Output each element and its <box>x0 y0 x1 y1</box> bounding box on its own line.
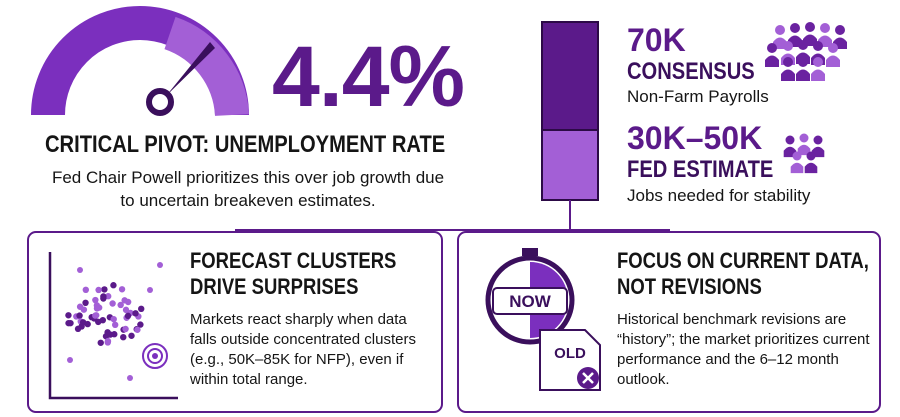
icon-shape <box>92 296 99 304</box>
icon-shape <box>798 57 808 67</box>
icon-shape <box>767 43 777 53</box>
card-text: Historical benchmark revisions are “hist… <box>617 311 870 388</box>
icon-shape <box>99 316 107 324</box>
unemployment-value: 4.4% <box>272 29 465 125</box>
icon-shape <box>828 43 838 53</box>
icon-shape <box>111 321 119 329</box>
icon-shape <box>792 151 802 161</box>
icon-shape <box>835 25 845 35</box>
icon-shape <box>127 375 133 381</box>
icon-shape <box>790 23 800 33</box>
icon-shape <box>104 329 111 336</box>
icon-shape <box>97 339 104 346</box>
icon-shape <box>804 162 818 174</box>
icon-shape <box>104 339 111 346</box>
icon-shape <box>109 300 116 307</box>
icon-shape <box>813 135 823 145</box>
icon-shape <box>781 69 795 81</box>
stopwatch-icon: NOW OLD <box>485 248 601 391</box>
card-frame <box>27 231 443 413</box>
icon-shape <box>82 286 90 294</box>
icon-shape <box>76 312 83 319</box>
icon-shape <box>132 310 139 317</box>
consensus-value: 70K <box>627 22 686 58</box>
icon-shape <box>157 262 163 268</box>
icon-shape <box>128 332 135 339</box>
icon-shape <box>805 22 815 32</box>
icon-shape <box>783 57 793 67</box>
icon-shape <box>110 282 117 289</box>
icon-shape <box>93 305 101 312</box>
icon-shape <box>797 144 811 156</box>
card-frame <box>457 231 881 413</box>
icon-shape <box>124 312 132 320</box>
icon-shape <box>147 287 153 293</box>
icon-shape <box>120 333 127 341</box>
scatter-icon <box>48 252 178 400</box>
icon-shape <box>765 55 779 67</box>
icon-shape <box>92 312 99 319</box>
icon-shape <box>134 326 141 333</box>
icon-shape <box>820 23 830 33</box>
icon-shape <box>775 25 785 35</box>
icon-shape <box>798 40 808 50</box>
icon-shape <box>110 315 117 323</box>
icon-shape <box>67 357 73 363</box>
icon-shape <box>80 306 88 313</box>
fed-estimate-label: FED ESTIMATE <box>627 156 774 183</box>
icon-label: OLD <box>554 345 586 362</box>
icon-shape <box>813 41 823 51</box>
unemployment-text: Fed Chair Powell prioritizes this over j… <box>51 168 445 210</box>
icon-shape <box>137 321 144 328</box>
icon-shape <box>101 286 108 293</box>
icon-shape <box>124 298 132 306</box>
icon-shape <box>799 133 809 143</box>
consensus-label: CONSENSUS <box>627 58 755 85</box>
icon-shape <box>796 69 810 81</box>
icon-shape <box>790 162 804 174</box>
icon-shape <box>783 41 793 51</box>
icon-shape <box>65 319 72 327</box>
unemployment-title: CRITICAL PIVOT: UNEMPLOYMENT RATE <box>45 131 446 158</box>
icon-shape <box>77 267 83 273</box>
consensus-text: Non-Farm Payrolls <box>627 87 769 106</box>
people-icons <box>765 22 847 174</box>
icon-shape <box>122 306 130 314</box>
icon-label: NOW <box>509 292 552 311</box>
fed-estimate-text: Jobs needed for stability <box>627 186 811 205</box>
icon-shape <box>118 286 126 293</box>
icon-shape <box>813 57 823 67</box>
icon-shape <box>78 323 85 330</box>
bar-graphic <box>235 21 670 231</box>
icon-shape <box>806 151 816 161</box>
icon-shape <box>785 135 795 145</box>
icon-shape <box>65 312 72 319</box>
card-text: Markets react sharply when data falls ou… <box>190 311 416 388</box>
icon-shape <box>117 301 124 309</box>
fed-estimate-value: 30K–50K <box>627 120 763 156</box>
gauge <box>31 6 249 117</box>
icon-shape <box>95 286 102 294</box>
icon-shape <box>811 69 825 81</box>
icon-shape <box>82 299 89 307</box>
icon-shape <box>826 55 840 67</box>
card-title: FORECAST CLUSTERS DRIVE SURPRISES <box>190 248 397 299</box>
icon-shape <box>100 293 107 300</box>
icon-shape <box>105 293 112 300</box>
icon-shape <box>122 325 129 333</box>
icon-shape <box>138 305 145 313</box>
card-title: FOCUS ON CURRENT DATA, NOT REVISIONS <box>617 248 869 299</box>
